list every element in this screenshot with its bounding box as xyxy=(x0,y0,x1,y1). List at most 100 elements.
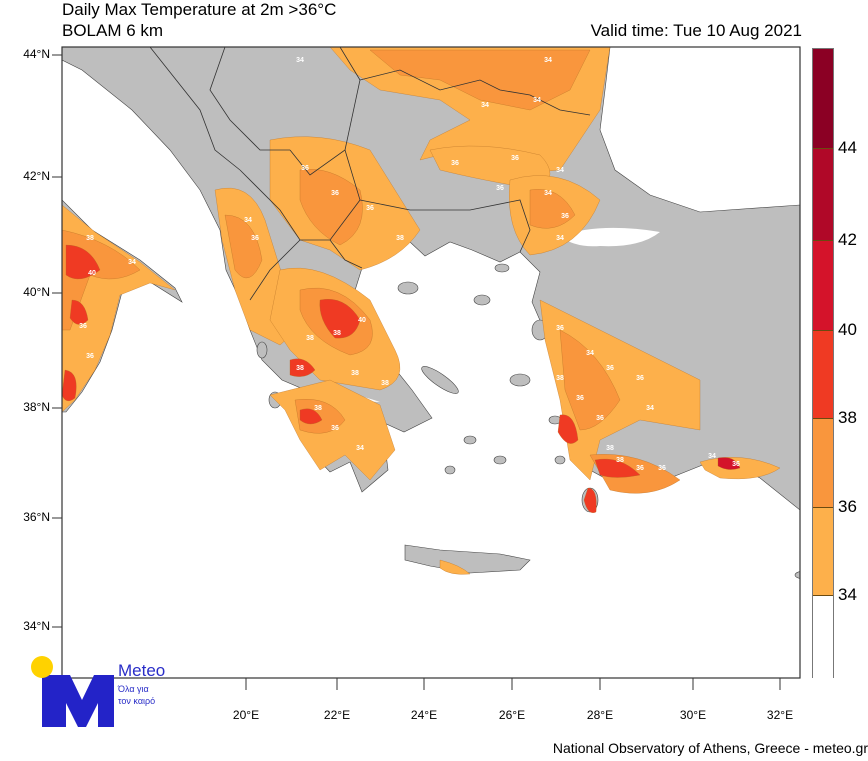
contour-label: 36 xyxy=(331,425,339,432)
lon-label: 30°E xyxy=(679,708,707,722)
isotherm-region xyxy=(289,358,316,377)
isotherm-region xyxy=(65,244,101,280)
contour-label: 36 xyxy=(276,385,284,392)
lon-label: 32°E xyxy=(766,708,794,722)
colorbar-segment xyxy=(813,596,833,679)
lon-label: 22°E xyxy=(323,708,351,722)
isotherm-region xyxy=(224,214,263,279)
contour-label: 34 xyxy=(244,217,252,224)
contour-label: 38 xyxy=(333,330,341,337)
contour-label: 38 xyxy=(306,335,314,342)
colorbar-segment xyxy=(813,419,833,508)
isotherm-region xyxy=(439,559,471,575)
lat-label: 38°N xyxy=(23,400,50,414)
colorbar-segment xyxy=(813,49,833,149)
colorbar-label: 42 xyxy=(838,230,857,249)
contour-label: 36 xyxy=(556,325,564,332)
map-frame xyxy=(61,46,801,679)
contour-label: 34 xyxy=(356,445,364,452)
land-crete xyxy=(404,544,531,574)
country-borders xyxy=(149,47,591,301)
contour-label: 36 xyxy=(561,213,569,220)
colorbar-segment xyxy=(813,149,833,241)
meteo-logo xyxy=(31,656,114,727)
chart-title: Daily Max Temperature at 2m >36°C xyxy=(62,0,337,19)
contour-label: 38 xyxy=(296,365,304,372)
lon-label: 28°E xyxy=(586,708,614,722)
logo-tagline: Όλα για xyxy=(118,684,149,694)
isotherm-region xyxy=(299,169,363,246)
contour-label: 38 xyxy=(616,457,624,464)
contour-label: 34 xyxy=(646,405,654,412)
colorbar-segment xyxy=(813,508,833,596)
contour-label: 34 xyxy=(708,453,716,460)
contour-label: 38 xyxy=(86,235,94,242)
isotherm-region xyxy=(62,369,77,402)
contour-label: 36 xyxy=(366,205,374,212)
contour-label: 38 xyxy=(556,375,564,382)
logo-wordmark: Meteo xyxy=(118,661,166,680)
colorbar-label: 44 xyxy=(838,138,857,157)
contour-label: 36 xyxy=(732,461,740,468)
contour-label: 36 xyxy=(451,160,459,167)
contour-label: 38 xyxy=(111,237,119,244)
contour-label: 34 xyxy=(556,235,564,242)
isotherm-region xyxy=(69,299,89,325)
lon-label: 26°E xyxy=(498,708,526,722)
contour-label: 36 xyxy=(636,375,644,382)
footer-credit: National Observatory of Athens, Greece -… xyxy=(552,740,868,756)
contour-label: 36 xyxy=(79,323,87,330)
lat-label: 42°N xyxy=(23,169,50,183)
contour-label: 34 xyxy=(128,259,136,266)
contour-label: 38 xyxy=(314,405,322,412)
lat-label: 36°N xyxy=(23,510,50,524)
colorbar-label: 38 xyxy=(838,408,857,427)
isotherm-region xyxy=(529,189,576,229)
contour-label: 34 xyxy=(481,102,489,109)
contour-label: 38 xyxy=(351,370,359,377)
isotherm-region xyxy=(594,458,641,478)
isotherm-region xyxy=(559,329,621,431)
lon-label: 24°E xyxy=(410,708,438,722)
colorbar-segment xyxy=(813,331,833,419)
valid-time: Valid time: Tue 10 Aug 2021 xyxy=(590,21,802,40)
contour-label: 36 xyxy=(511,155,519,162)
contour-label: 36 xyxy=(596,415,604,422)
contour-label: 38 xyxy=(381,380,389,387)
lon-label: 20°E xyxy=(232,708,260,722)
contour-label: 34 xyxy=(556,167,564,174)
contour-label: 36 xyxy=(606,365,614,372)
contour-label: 34 xyxy=(586,350,594,357)
contour-label: 36 xyxy=(496,185,504,192)
colorbar-label: 36 xyxy=(838,497,857,516)
contour-label: 34 xyxy=(533,97,541,104)
contour-label: 34 xyxy=(544,190,552,197)
contour-label: 36 xyxy=(576,395,584,402)
contour-label: 38 xyxy=(396,235,404,242)
contour-label: 34 xyxy=(544,57,552,64)
isotherm-region xyxy=(557,414,579,444)
isotherm-region xyxy=(319,299,361,339)
contour-label: 36 xyxy=(86,353,94,360)
contour-label: 40 xyxy=(88,270,96,277)
colorbar-segment xyxy=(813,241,833,331)
isotherm-region xyxy=(717,457,741,470)
isotherm-region xyxy=(583,487,597,513)
colorbar-label: 34 xyxy=(838,585,857,604)
contour-label: 38 xyxy=(606,445,614,452)
lat-label: 44°N xyxy=(23,47,50,61)
isotherm-region xyxy=(299,408,323,425)
contour-label: 36 xyxy=(331,190,339,197)
contour-label: 36 xyxy=(251,235,259,242)
lat-label: 34°N xyxy=(23,619,50,633)
colorbar xyxy=(812,48,834,679)
contour-label: 34 xyxy=(296,57,304,64)
contour-label: 36 xyxy=(658,465,666,472)
contour-label: 36 xyxy=(301,165,309,172)
contour-label: 36 xyxy=(636,465,644,472)
colorbar-label: 40 xyxy=(838,320,857,339)
temperature-fill xyxy=(62,47,781,575)
model-subtitle: BOLAM 6 km xyxy=(62,21,164,40)
sea-of-marmara xyxy=(560,227,660,247)
